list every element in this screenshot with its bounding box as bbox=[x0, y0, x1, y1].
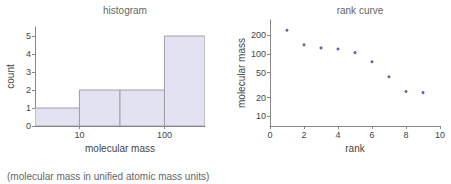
svg-text:8: 8 bbox=[403, 130, 408, 140]
svg-text:10: 10 bbox=[435, 130, 445, 140]
svg-text:20: 20 bbox=[256, 93, 266, 103]
svg-text:10: 10 bbox=[256, 111, 266, 121]
svg-text:50: 50 bbox=[256, 68, 266, 78]
svg-text:0: 0 bbox=[26, 121, 31, 131]
svg-text:histogram: histogram bbox=[103, 5, 147, 16]
svg-text:rank curve: rank curve bbox=[337, 5, 384, 16]
svg-text:(molecular mass in unified ato: (molecular mass in unified atomic mass u… bbox=[7, 171, 209, 182]
svg-text:rank: rank bbox=[345, 143, 365, 154]
svg-text:2: 2 bbox=[26, 85, 31, 95]
svg-text:10: 10 bbox=[74, 130, 84, 140]
svg-text:3: 3 bbox=[26, 67, 31, 77]
svg-text:0: 0 bbox=[267, 130, 272, 140]
svg-text:5: 5 bbox=[26, 31, 31, 41]
svg-text:200: 200 bbox=[251, 30, 266, 40]
svg-text:4: 4 bbox=[26, 49, 31, 59]
svg-text:2: 2 bbox=[301, 130, 306, 140]
svg-text:count: count bbox=[5, 64, 16, 89]
svg-text:molecular mass: molecular mass bbox=[236, 38, 247, 108]
svg-text:molecular mass: molecular mass bbox=[85, 143, 155, 154]
svg-text:4: 4 bbox=[335, 130, 340, 140]
svg-text:6: 6 bbox=[369, 130, 374, 140]
svg-text:100: 100 bbox=[157, 130, 172, 140]
svg-text:100: 100 bbox=[251, 49, 266, 59]
svg-text:1: 1 bbox=[26, 103, 31, 113]
